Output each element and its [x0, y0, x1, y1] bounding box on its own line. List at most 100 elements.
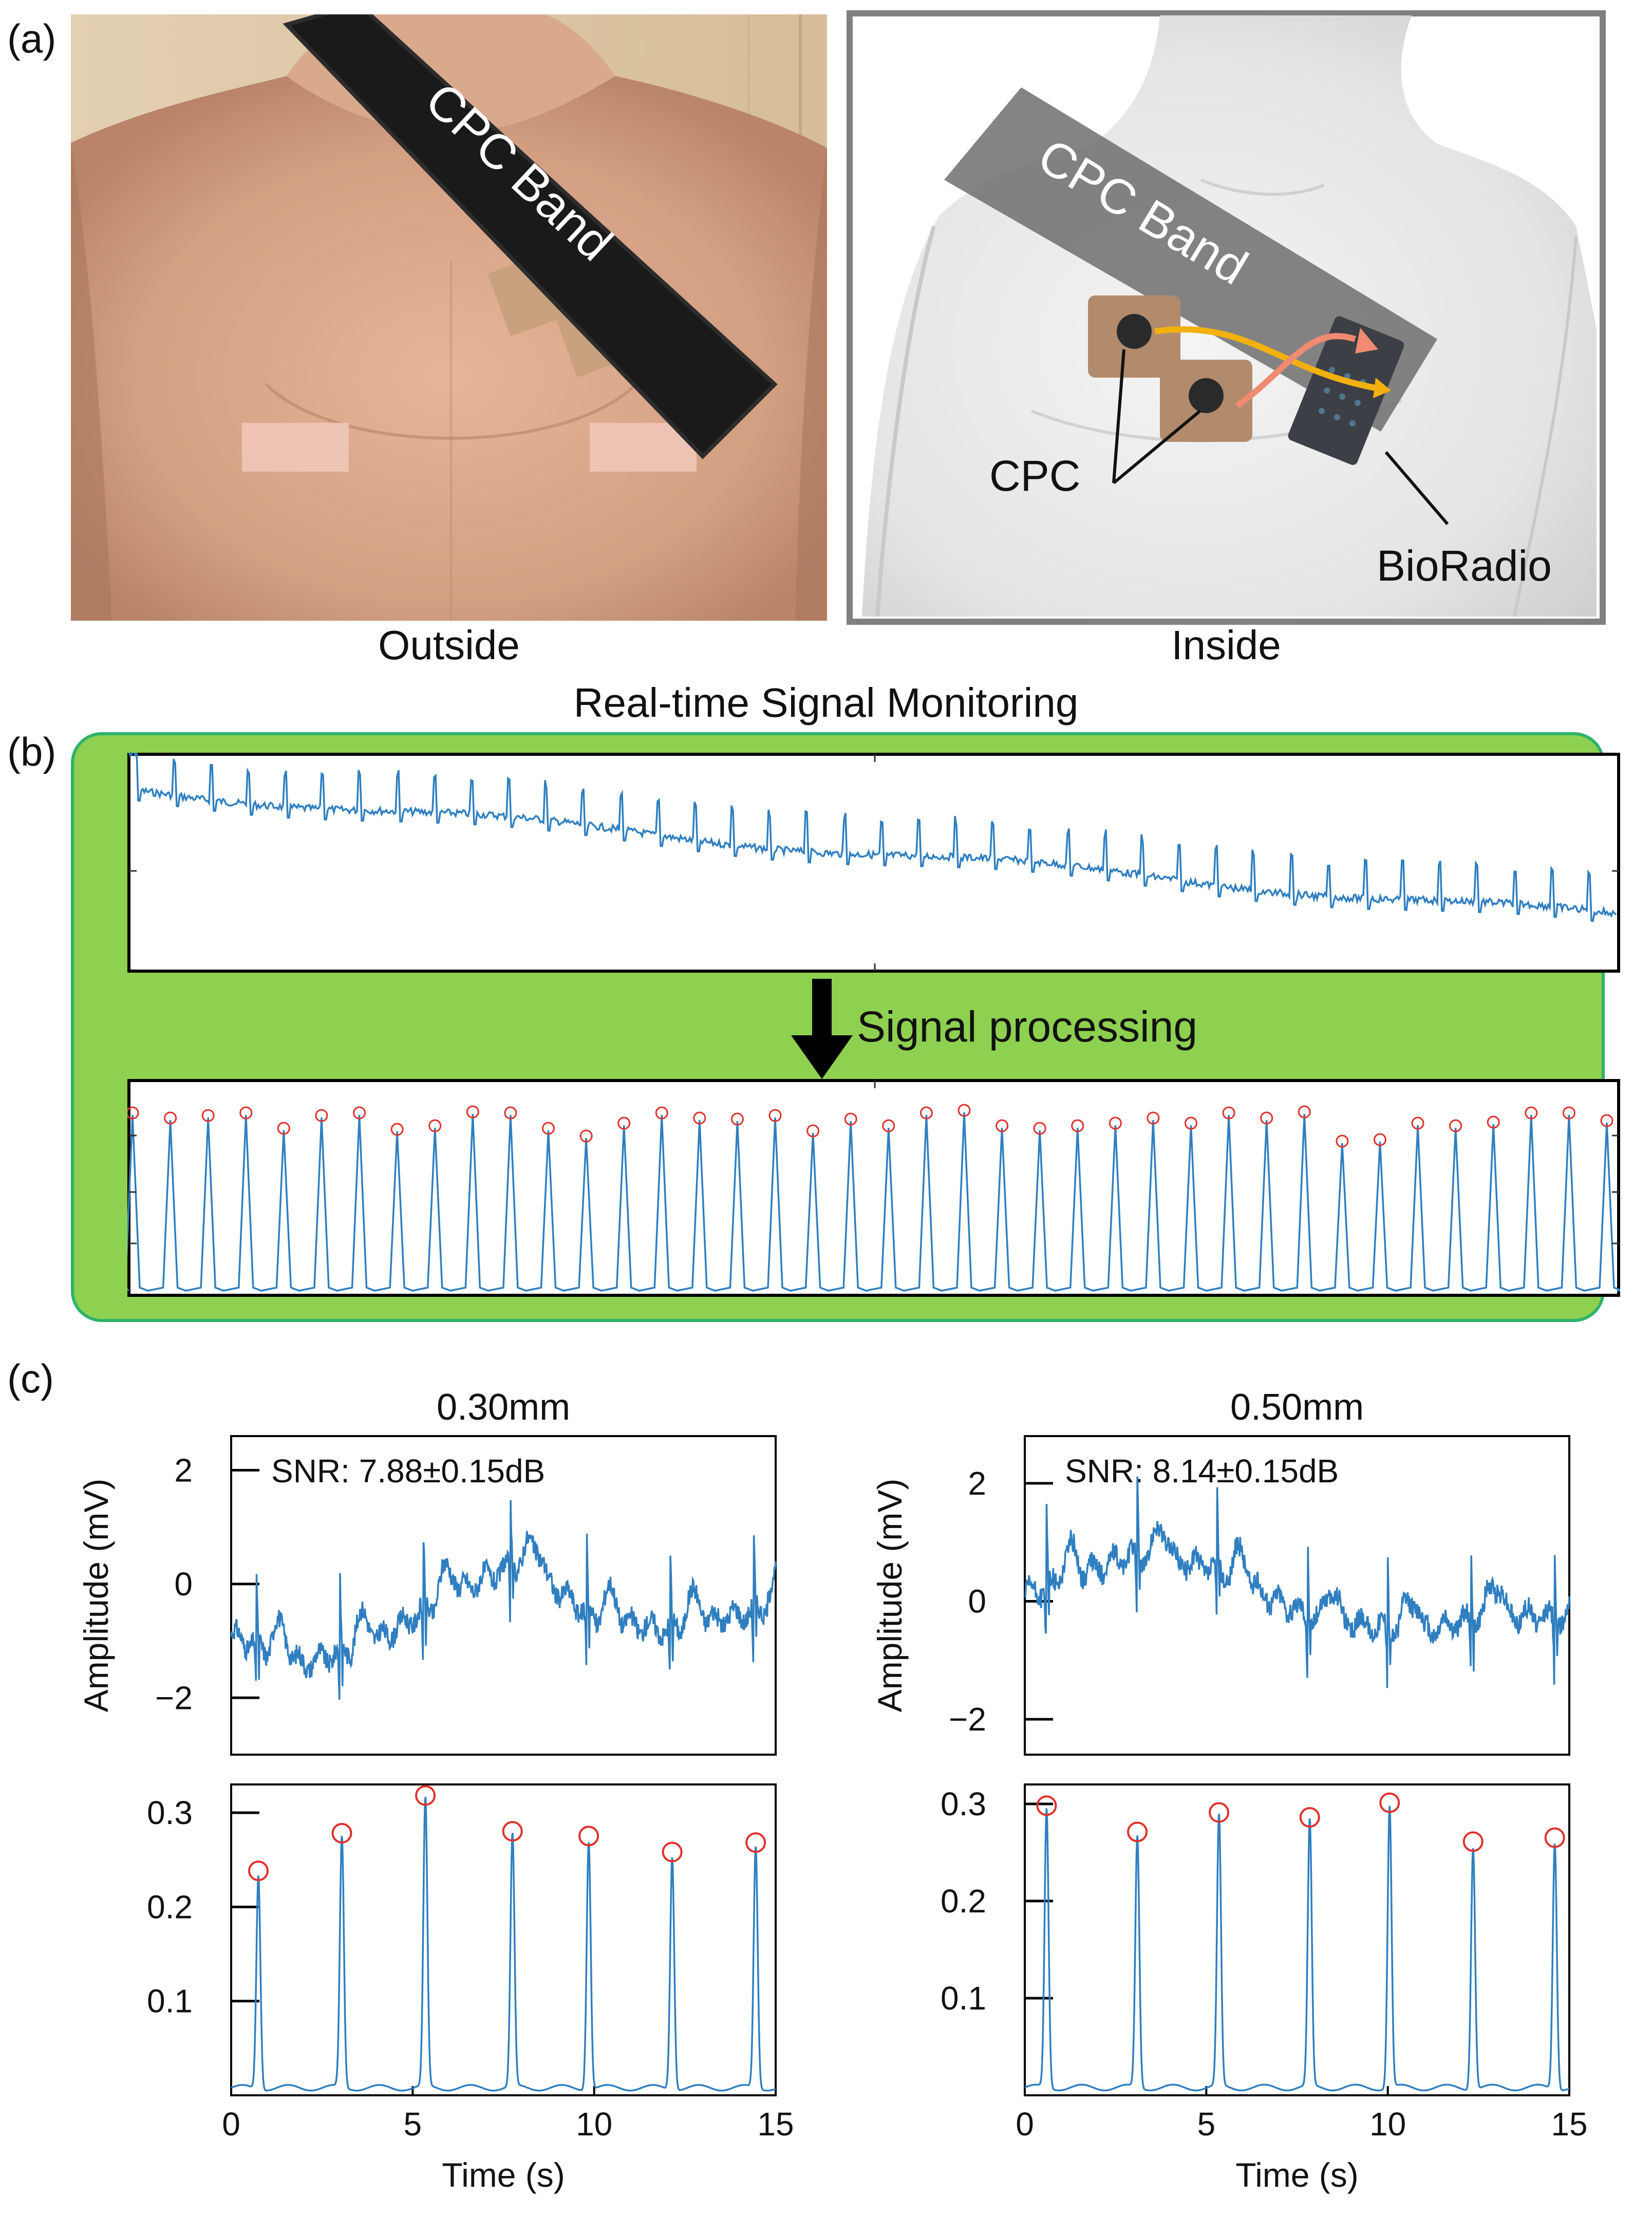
down-arrow-icon	[791, 979, 853, 1079]
peak-marker	[428, 1119, 442, 1132]
peak-marker	[655, 1106, 668, 1120]
peak-marker	[315, 1109, 328, 1122]
x-tick-label: 10	[1369, 2106, 1406, 2143]
peak-marker	[806, 1124, 820, 1138]
peak-marker	[662, 1841, 683, 1863]
peak-marker	[415, 1785, 436, 1806]
processed-ecg-trace	[127, 1112, 1620, 1292]
inside-caption: Inside	[1171, 622, 1281, 668]
y-tick-label: 2	[174, 1452, 193, 1489]
peak-marker	[1299, 1807, 1320, 1828]
y-axis-label: Amplitude (mV)	[77, 1479, 115, 1713]
peak-marker	[1209, 1802, 1230, 1823]
raw-ecg-strip	[127, 753, 1620, 973]
inside-render: CPC Band CPC BioRadio	[847, 10, 1606, 625]
x-tick-label: 5	[1197, 2106, 1216, 2143]
plot-frame	[230, 1783, 777, 2096]
peak-marker	[996, 1119, 1009, 1132]
peak-marker	[1544, 1827, 1565, 1848]
x-tick-label: 5	[404, 2106, 422, 2143]
outside-caption: Outside	[378, 622, 520, 668]
peak-marker	[164, 1111, 177, 1125]
peak-marker	[1525, 1106, 1538, 1120]
x-tick-label: 15	[1551, 2106, 1587, 2143]
y-tick-label: 0	[968, 1583, 986, 1620]
y-tick-label: 0.1	[147, 1983, 193, 2020]
y-tick-label: −2	[949, 1701, 986, 1738]
peak-marker	[239, 1106, 253, 1120]
x-tick-label: 0	[222, 2106, 240, 2143]
x-tick-label: 0	[1016, 2106, 1034, 2143]
peak-marker	[745, 1832, 766, 1853]
peak-marker	[1109, 1117, 1122, 1130]
peak-marker	[1298, 1105, 1311, 1119]
peak-marker	[1600, 1114, 1613, 1127]
peak-marker	[1036, 1795, 1057, 1816]
peak-marker	[1449, 1119, 1462, 1132]
peak-marker	[768, 1109, 782, 1122]
peak-marker	[127, 1106, 139, 1120]
plot-frame	[1024, 1435, 1570, 1756]
plot-frame	[230, 1435, 777, 1756]
y-tick-label: 0.3	[147, 1794, 193, 1831]
peak-marker	[844, 1112, 857, 1126]
ecg-trace	[1024, 1476, 1570, 1688]
peak-marker	[331, 1822, 352, 1844]
y-tick-label: 0	[174, 1566, 193, 1603]
y-tick-label: 0.1	[941, 1980, 986, 2017]
peak-marker	[693, 1111, 706, 1125]
peak-marker	[617, 1117, 631, 1130]
peak-marker	[1147, 1111, 1160, 1125]
ecg-trace	[1024, 1806, 1570, 2092]
peak-marker	[1185, 1117, 1198, 1130]
y-tick-label: 0.2	[941, 1883, 986, 1920]
peak-marker	[1462, 1831, 1484, 1852]
peak-marker	[1411, 1117, 1424, 1130]
peak-marker	[578, 1826, 599, 1847]
peak-marker	[1127, 1821, 1148, 1843]
peak-marker	[502, 1821, 523, 1842]
panel-b-label: (b)	[7, 729, 57, 774]
chart-title: 0.50mm	[1230, 1387, 1364, 1428]
peak-marker	[1260, 1111, 1273, 1125]
chart-title: 0.30mm	[437, 1387, 570, 1428]
signal-processing-label: Signal processing	[857, 1002, 1198, 1051]
panel-c-label: (c)	[7, 1356, 54, 1401]
peak-marker	[1033, 1122, 1046, 1135]
y-axis-label: Amplitude (mV)	[871, 1479, 909, 1713]
bioradio-label: BioRadio	[1377, 542, 1552, 590]
peak-marker	[1071, 1119, 1084, 1132]
ecg-trace	[231, 1797, 776, 2092]
y-tick-label: 0.3	[941, 1785, 986, 1822]
snr-annotation: SNR: 7.88±0.15dB	[271, 1453, 545, 1490]
panel-c-charts: 0.30mm SNR: 7.88±0.15dB Amplitude (mV) 2 0 −2…	[77, 1387, 1588, 2194]
panel-b-title: Real-time Signal Monitoring	[573, 680, 1079, 725]
x-tick-label: 10	[576, 2106, 612, 2143]
snr-annotation: SNR: 8.14±0.15dB	[1065, 1453, 1339, 1490]
peak-marker	[1487, 1115, 1500, 1129]
peak-marker	[1562, 1106, 1575, 1120]
processed-ecg-strip	[127, 1079, 1620, 1297]
peak-marker	[277, 1122, 290, 1135]
peak-marker	[579, 1129, 593, 1143]
y-tick-label: −2	[155, 1679, 193, 1716]
peak-marker	[919, 1106, 933, 1120]
y-tick-label: 0.2	[147, 1888, 193, 1925]
x-axis-label: Time (s)	[442, 2156, 565, 2194]
peak-marker	[1336, 1134, 1349, 1148]
panel-a-label: (a)	[7, 16, 57, 61]
plot-frame	[1024, 1783, 1570, 2096]
peak-marker	[353, 1106, 366, 1120]
peak-marker	[504, 1106, 517, 1120]
peak-marker	[466, 1105, 479, 1119]
peak-marker	[1373, 1133, 1386, 1146]
peak-marker	[730, 1112, 744, 1126]
peak-marker	[541, 1122, 555, 1135]
peak-marker	[390, 1123, 404, 1136]
peak-marker	[882, 1119, 895, 1132]
outside-photo: CPC Band	[71, 14, 827, 621]
peak-marker	[201, 1109, 215, 1122]
peak-marker	[958, 1104, 971, 1117]
x-tick-label: 15	[757, 2106, 794, 2143]
y-tick-label: 2	[968, 1465, 986, 1502]
